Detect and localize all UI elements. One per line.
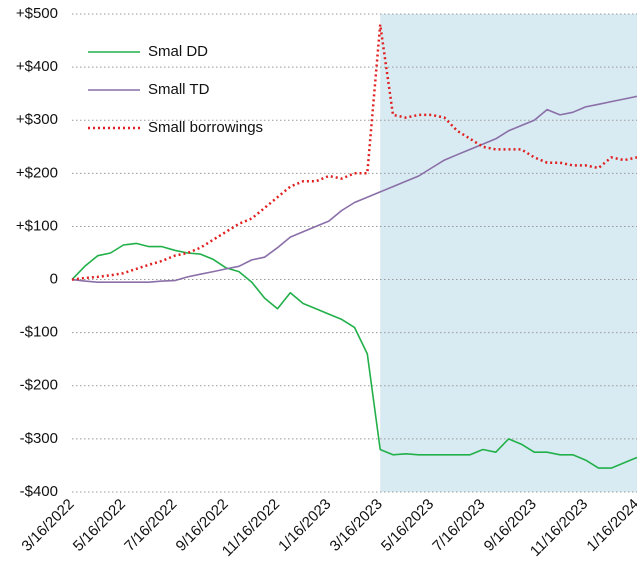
- legend-label: Smal DD: [148, 43, 208, 60]
- series-line: [71, 242, 637, 469]
- legend-label: Small borrowings: [148, 119, 263, 136]
- x-tick-label: 7/16/2022: [121, 496, 180, 555]
- y-tick-label: -$400: [20, 483, 58, 500]
- shaded-region: [380, 14, 637, 492]
- series-line: [71, 23, 637, 281]
- legend-label: Small TD: [148, 81, 210, 98]
- y-tick-label: +$500: [16, 5, 58, 22]
- x-tick-label: 7/16/2023: [429, 496, 488, 555]
- y-tick-label: -$300: [20, 430, 58, 447]
- x-tick-label: 5/16/2023: [378, 496, 437, 555]
- y-tick-label: +$300: [16, 111, 58, 128]
- y-tick-label: +$100: [16, 217, 58, 234]
- x-tick-label: 1/16/2024: [583, 496, 637, 555]
- y-tick-label: +$400: [16, 58, 58, 75]
- y-tick-label: -$200: [20, 377, 58, 394]
- y-tick-label: -$100: [20, 324, 58, 341]
- y-tick-label: +$200: [16, 164, 58, 181]
- x-tick-label: 3/16/2022: [18, 496, 77, 555]
- y-tick-label: 0: [50, 271, 58, 288]
- x-tick-label: 3/16/2023: [327, 496, 386, 555]
- series-line: [71, 95, 637, 283]
- x-tick-label: 5/16/2022: [70, 496, 129, 555]
- x-tick-label: 1/16/2023: [275, 496, 334, 555]
